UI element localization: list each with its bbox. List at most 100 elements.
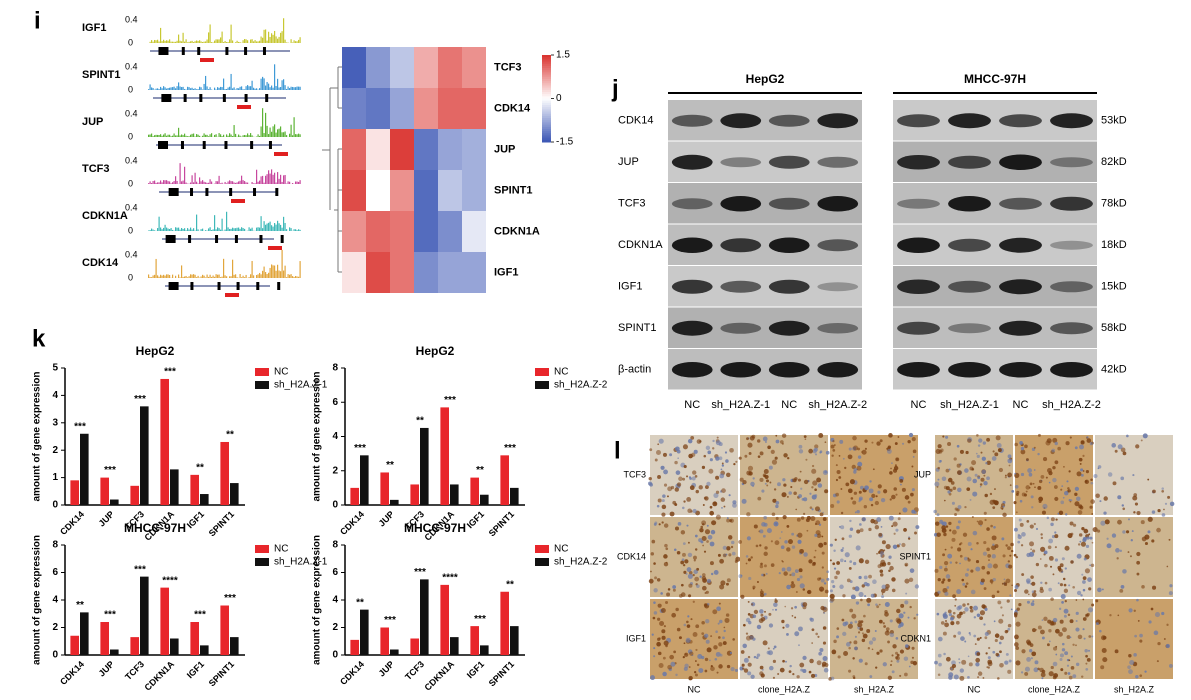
bar [440,584,449,655]
heatmap-cell [366,170,390,211]
ihc-cell [810,516,816,522]
ihc-cell [781,567,786,572]
ihc-cell [937,444,942,449]
ihc-cell [1057,565,1062,570]
signal-bar [209,179,211,184]
signal-bar [155,88,157,90]
signal-bar [295,275,297,278]
signal-bar [221,136,223,137]
ihc-cell [857,622,863,628]
ihc-cell [791,572,796,577]
ihc-cell [693,555,697,560]
ihc-cell [759,665,764,670]
ihc-cell [847,488,853,494]
heatmap-cell [414,170,438,211]
ihc-cell [966,476,972,482]
ihc-cell [1017,533,1021,537]
signal-bar [280,32,282,43]
signal-bar [215,274,217,278]
signal-bar [221,218,223,231]
protein-label: SPINT1 [618,322,657,334]
ihc-cell [775,434,778,437]
ihc-cell [896,659,900,663]
ihc-cell [1080,473,1084,477]
ihc-cell [799,583,805,589]
signal-bar [226,42,228,43]
ihc-cell [708,468,714,474]
signal-bar [199,86,201,90]
blot-band [897,321,940,335]
ihc-cell [653,601,656,604]
ihc-cell [671,612,677,618]
ihc-cell [723,626,726,629]
ihc-cell [1030,657,1033,660]
ihc-cell [769,665,774,671]
blot-band [671,279,713,294]
ihc-cell [1048,471,1053,476]
track-ymax: 0.4 [125,202,138,212]
exon [199,94,203,102]
signal-bar [248,277,250,278]
ihc-cell [1014,527,1018,532]
exon [234,235,238,243]
ihc-cell [773,488,777,491]
ihc-cell [772,647,775,650]
signal-bar [184,228,186,231]
ihc-cell [986,460,991,466]
ihc-cell [1038,433,1041,437]
ihc-cell [872,579,877,585]
ihc-cell [1097,529,1101,533]
blot-band [999,279,1042,295]
ihc-cell [962,610,966,614]
signal-bar [218,87,220,90]
colorbar-label: 0 [556,93,562,104]
ihc-cell [782,560,784,563]
blot-band [948,323,991,334]
ihc-cell [651,539,656,544]
ihc-cell [747,671,752,676]
ihc-cell [710,666,715,672]
ihc-cell [703,550,707,553]
ihc-cell [836,561,840,565]
signal-bar [260,274,262,278]
ihc-cell [1003,582,1008,587]
ihc-cell [1015,646,1020,650]
signal-bar [161,275,163,278]
signal-bar [151,87,153,90]
ihc-cell [982,551,987,556]
ihc-cell [705,590,709,594]
ihc-cell [811,628,815,632]
lane-label: sh_H2A.Z-1 [940,399,999,411]
ihc-cell [959,562,961,565]
ihc-cell [1028,551,1035,557]
ihc-cell [656,641,661,647]
ihc-cell [721,488,726,493]
ihc-cell [1078,504,1083,509]
bar [470,626,479,655]
ihc-cell [816,660,822,666]
ihc-cell [891,654,894,657]
ihc-cell [715,475,720,480]
ihc-cell [678,476,683,482]
ihc-cell [1058,568,1063,573]
ihc-cell [874,500,879,506]
ihc-cell [969,466,974,471]
ihc-cell [717,622,720,625]
ihc-cell [830,580,835,584]
signal-bar [167,228,169,231]
protein-label: β-actin [618,364,651,376]
legend-swatch [255,558,269,566]
ihc-cell [956,470,962,475]
signal-bar [190,134,192,137]
ihc-cell [943,652,946,656]
ihc-cell [951,501,955,505]
ihc-cell [667,495,669,498]
signal-bar [172,274,174,278]
ihc-cell [943,499,946,502]
signal-bar [269,173,271,184]
ihc-cell [675,673,678,677]
ihc-cell [1014,614,1018,618]
signal-bar [250,133,252,137]
signal-bar [238,134,240,137]
signal-bar [157,39,159,43]
